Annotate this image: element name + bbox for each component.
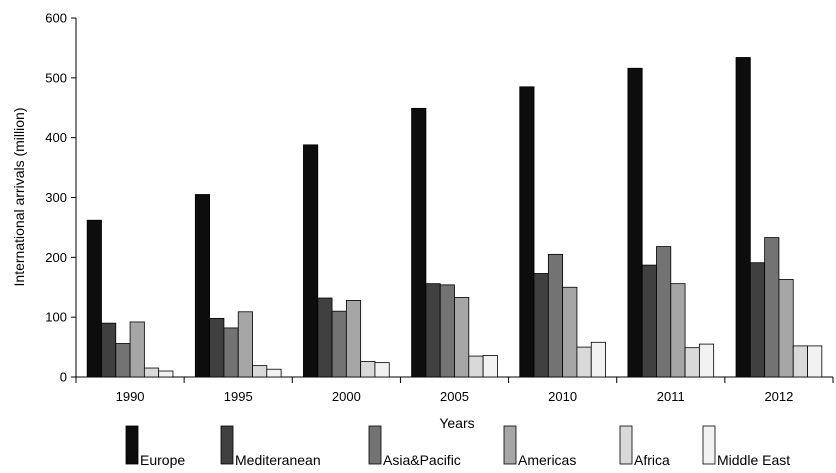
bar-middle-east [266, 368, 282, 378]
bar-africa [684, 347, 700, 378]
x-tick-label: 1995 [224, 389, 253, 404]
y-tick-label: 600 [45, 11, 67, 26]
legend-swatch [503, 425, 517, 465]
bar-asia-pacific [547, 253, 564, 378]
legend-label: Americas [518, 452, 576, 468]
bar-asia-pacific [764, 237, 780, 378]
legend-swatch [619, 425, 633, 465]
legend-label: Mediteranean [235, 452, 321, 468]
bar-mediteranean [101, 322, 117, 378]
y-axis-title: International arrivals (million) [11, 108, 27, 287]
bar-mediteranean [749, 262, 766, 378]
bar-middle-east [807, 345, 823, 378]
y-tick-label: 200 [45, 250, 67, 265]
x-axis-title: Years [439, 415, 474, 431]
x-tick-label: 2005 [440, 389, 469, 404]
y-tick-label: 300 [45, 190, 67, 205]
bar-asia-pacific [223, 327, 239, 378]
bar-americas [237, 311, 253, 378]
x-tick-label: 2010 [548, 389, 577, 404]
bar-europe [627, 67, 643, 378]
x-tick-label: 1990 [116, 389, 145, 404]
bar-asia-pacific [331, 310, 347, 378]
bar-europe [86, 219, 102, 378]
bar-middle-east [590, 341, 606, 378]
legend-label: Africa [634, 452, 670, 468]
bar-americas [778, 279, 794, 378]
bar-africa [576, 346, 592, 378]
axes: 0 100 200 300 400 500 600 1990 1995 2000 2005 2010 2… [45, 11, 834, 404]
x-tick-label: 2012 [764, 389, 793, 404]
bar-americas [454, 297, 470, 378]
bar-europe [735, 57, 751, 378]
labels: International arrivals (million) Years [11, 108, 475, 431]
y-tick-label: 0 [60, 370, 67, 385]
bar-mediteranean [533, 273, 549, 378]
bar-asia-pacific [656, 246, 672, 378]
legend-label: Asia&Pacific [383, 452, 461, 468]
bar-africa [792, 345, 808, 378]
bar-africa [143, 367, 160, 378]
bar-americas [129, 321, 145, 378]
bar-africa [252, 365, 268, 378]
x-tick-label: 2000 [332, 389, 361, 404]
legend-swatch [702, 425, 716, 465]
bar-europe [519, 86, 535, 378]
bar-americas [345, 300, 362, 378]
bars [86, 57, 823, 378]
bar-africa [360, 361, 376, 378]
y-tick-label: 100 [45, 310, 67, 325]
bar-middle-east [158, 370, 174, 378]
bar-americas [562, 286, 578, 378]
y-tick-label: 400 [45, 130, 67, 145]
bar-mediteranean [425, 283, 441, 378]
bar-americas [670, 283, 686, 378]
bar-europe [303, 144, 319, 378]
bar-asia-pacific [115, 343, 131, 378]
bar-europe [411, 107, 427, 378]
bar-middle-east [698, 343, 715, 378]
legend-label: Middle East [717, 452, 790, 468]
bar-mediteranean [209, 317, 225, 378]
legend-label: Europe [140, 452, 185, 468]
bar-middle-east [374, 362, 390, 378]
bar-asia-pacific [439, 284, 455, 378]
x-tick-label: 2011 [657, 389, 685, 404]
bar-mediteranean [317, 297, 333, 378]
y-tick-label: 500 [45, 70, 67, 85]
legend: Europe Mediteranean Asia&Pacific Americas Af… [125, 425, 790, 468]
bar-africa [468, 355, 484, 378]
legend-swatch [220, 425, 234, 465]
bar-middle-east [482, 355, 498, 378]
bar-mediteranean [641, 264, 657, 378]
legend-swatch [125, 425, 139, 465]
bar-europe [194, 194, 211, 378]
legend-swatch [368, 425, 382, 465]
